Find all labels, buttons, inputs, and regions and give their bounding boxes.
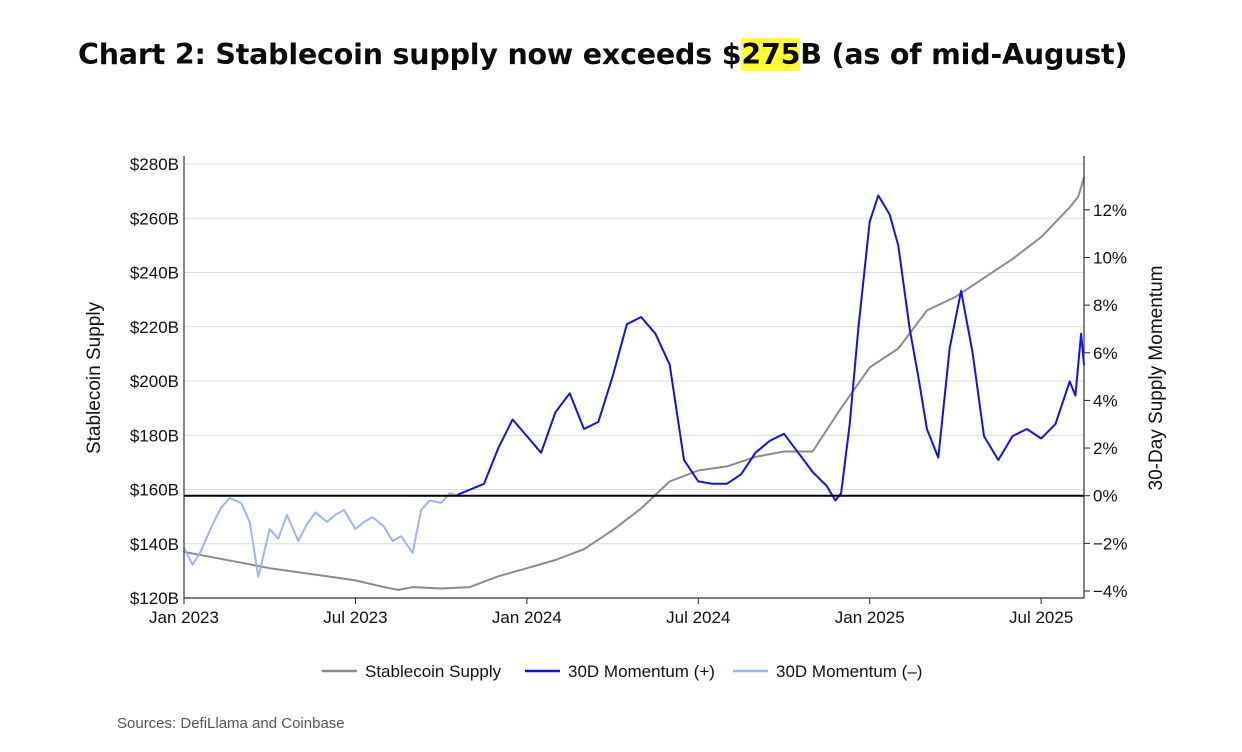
y-tick-label: $240B [130,264,179,283]
y-tick-label: $200B [130,372,179,391]
series-line-momentum-negative [183,492,460,578]
legend-label: 30D Momentum (–) [776,662,922,681]
title-suffix: B (as of mid-August) [800,38,1128,71]
y2-tick-label: 2% [1093,439,1118,458]
y-tick-label: $160B [130,481,179,500]
y-tick-label: $260B [130,209,179,228]
y2-tick-label: 10% [1093,248,1127,267]
y2-tick-label: 6% [1093,344,1118,363]
y2-tick-label: 8% [1093,296,1118,315]
y-tick-label: $140B [130,535,179,554]
y2-tick-label: −4% [1093,582,1128,601]
x-tick-label: Jul 2024 [666,608,730,627]
legend-label: 30D Momentum (+) [568,662,715,681]
x-tick-label: Jan 2025 [835,608,905,627]
legend-label: Stablecoin Supply [365,662,502,681]
axes [183,156,1090,604]
y2-tick-label: 4% [1093,391,1118,410]
y-tick-label: $220B [130,318,179,337]
x-tick-label: Jan 2023 [149,608,219,627]
y2-tick-label: 12% [1093,201,1127,220]
page-title: Chart 2: Stablecoin supply now exceeds $… [78,38,1128,71]
x-tick-label: Jul 2025 [1009,608,1073,627]
title-highlight: 275 [741,38,801,71]
series-lines [183,176,1085,591]
y-tick-label: $120B [130,589,179,608]
source-note: Sources: DefiLlama and Coinbase [117,715,345,732]
y2-tick-label: −2% [1093,534,1128,553]
x-tick-label: Jul 2023 [323,608,387,627]
y-axis-title: Stablecoin Supply [84,301,105,454]
tick-labels: $120B $140B $160B $180B $200B $220B $240B $260B… [130,155,1128,627]
grid-lines [184,163,1084,599]
y-tick-label: $180B [130,426,179,445]
y-tick-label: $280B [130,155,179,174]
series-line-stablecoin-supply [183,176,1085,591]
x-tick-label: Jan 2024 [492,608,562,627]
legend: Stablecoin Supply 30D Momentum (+) 30D Mom… [322,662,922,681]
title-prefix: Chart 2: Stablecoin supply now exceeds $ [78,38,742,71]
series-line-momentum-positive [454,194,1085,502]
y2-tick-label: 0% [1093,487,1118,506]
y2-axis-title: 30-Day Supply Momentum [1146,266,1167,491]
